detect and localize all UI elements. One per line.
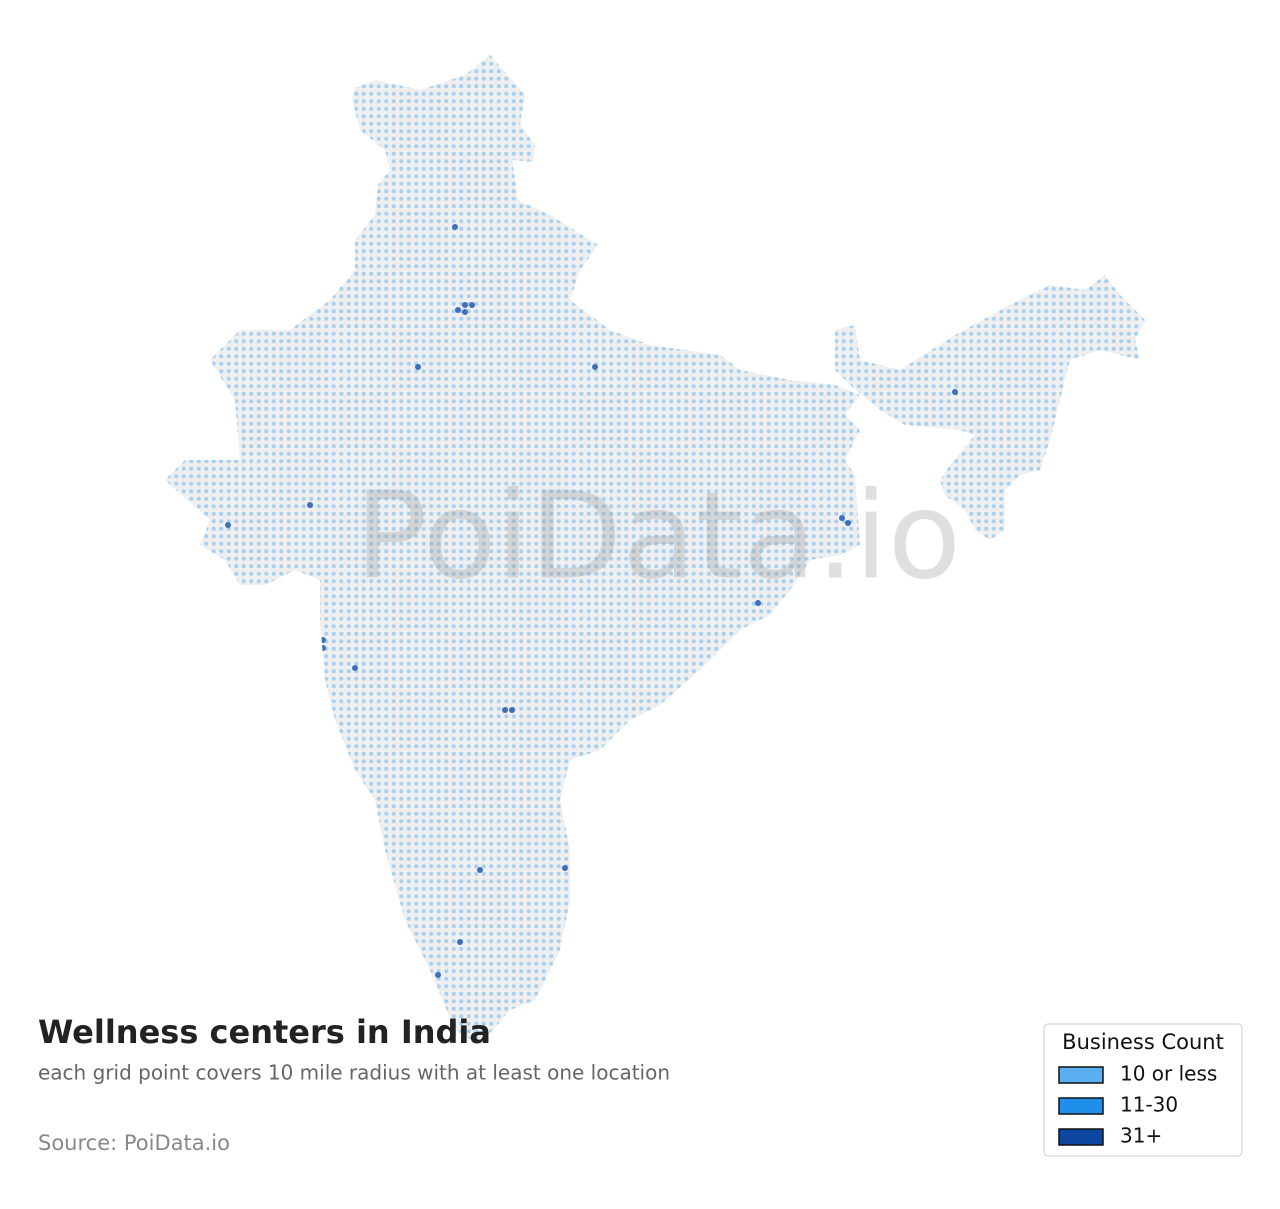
- legend-title: Business Count: [1062, 1030, 1224, 1054]
- legend: Business Count 10 or less 11-30 31+: [1043, 1023, 1243, 1157]
- legend-swatch: [1058, 1128, 1104, 1146]
- legend-swatch: [1058, 1066, 1104, 1084]
- legend-label: 11-30: [1120, 1093, 1178, 1117]
- watermark: PoiData.io: [355, 468, 961, 607]
- title: Wellness centers in India: [38, 1013, 491, 1051]
- subtitle: each grid point covers 10 mile radius wi…: [38, 1061, 670, 1085]
- legend-label: 10 or less: [1120, 1062, 1217, 1086]
- source: Source: PoiData.io: [38, 1131, 230, 1155]
- legend-swatch: [1058, 1097, 1104, 1115]
- legend-label: 31+: [1120, 1124, 1162, 1148]
